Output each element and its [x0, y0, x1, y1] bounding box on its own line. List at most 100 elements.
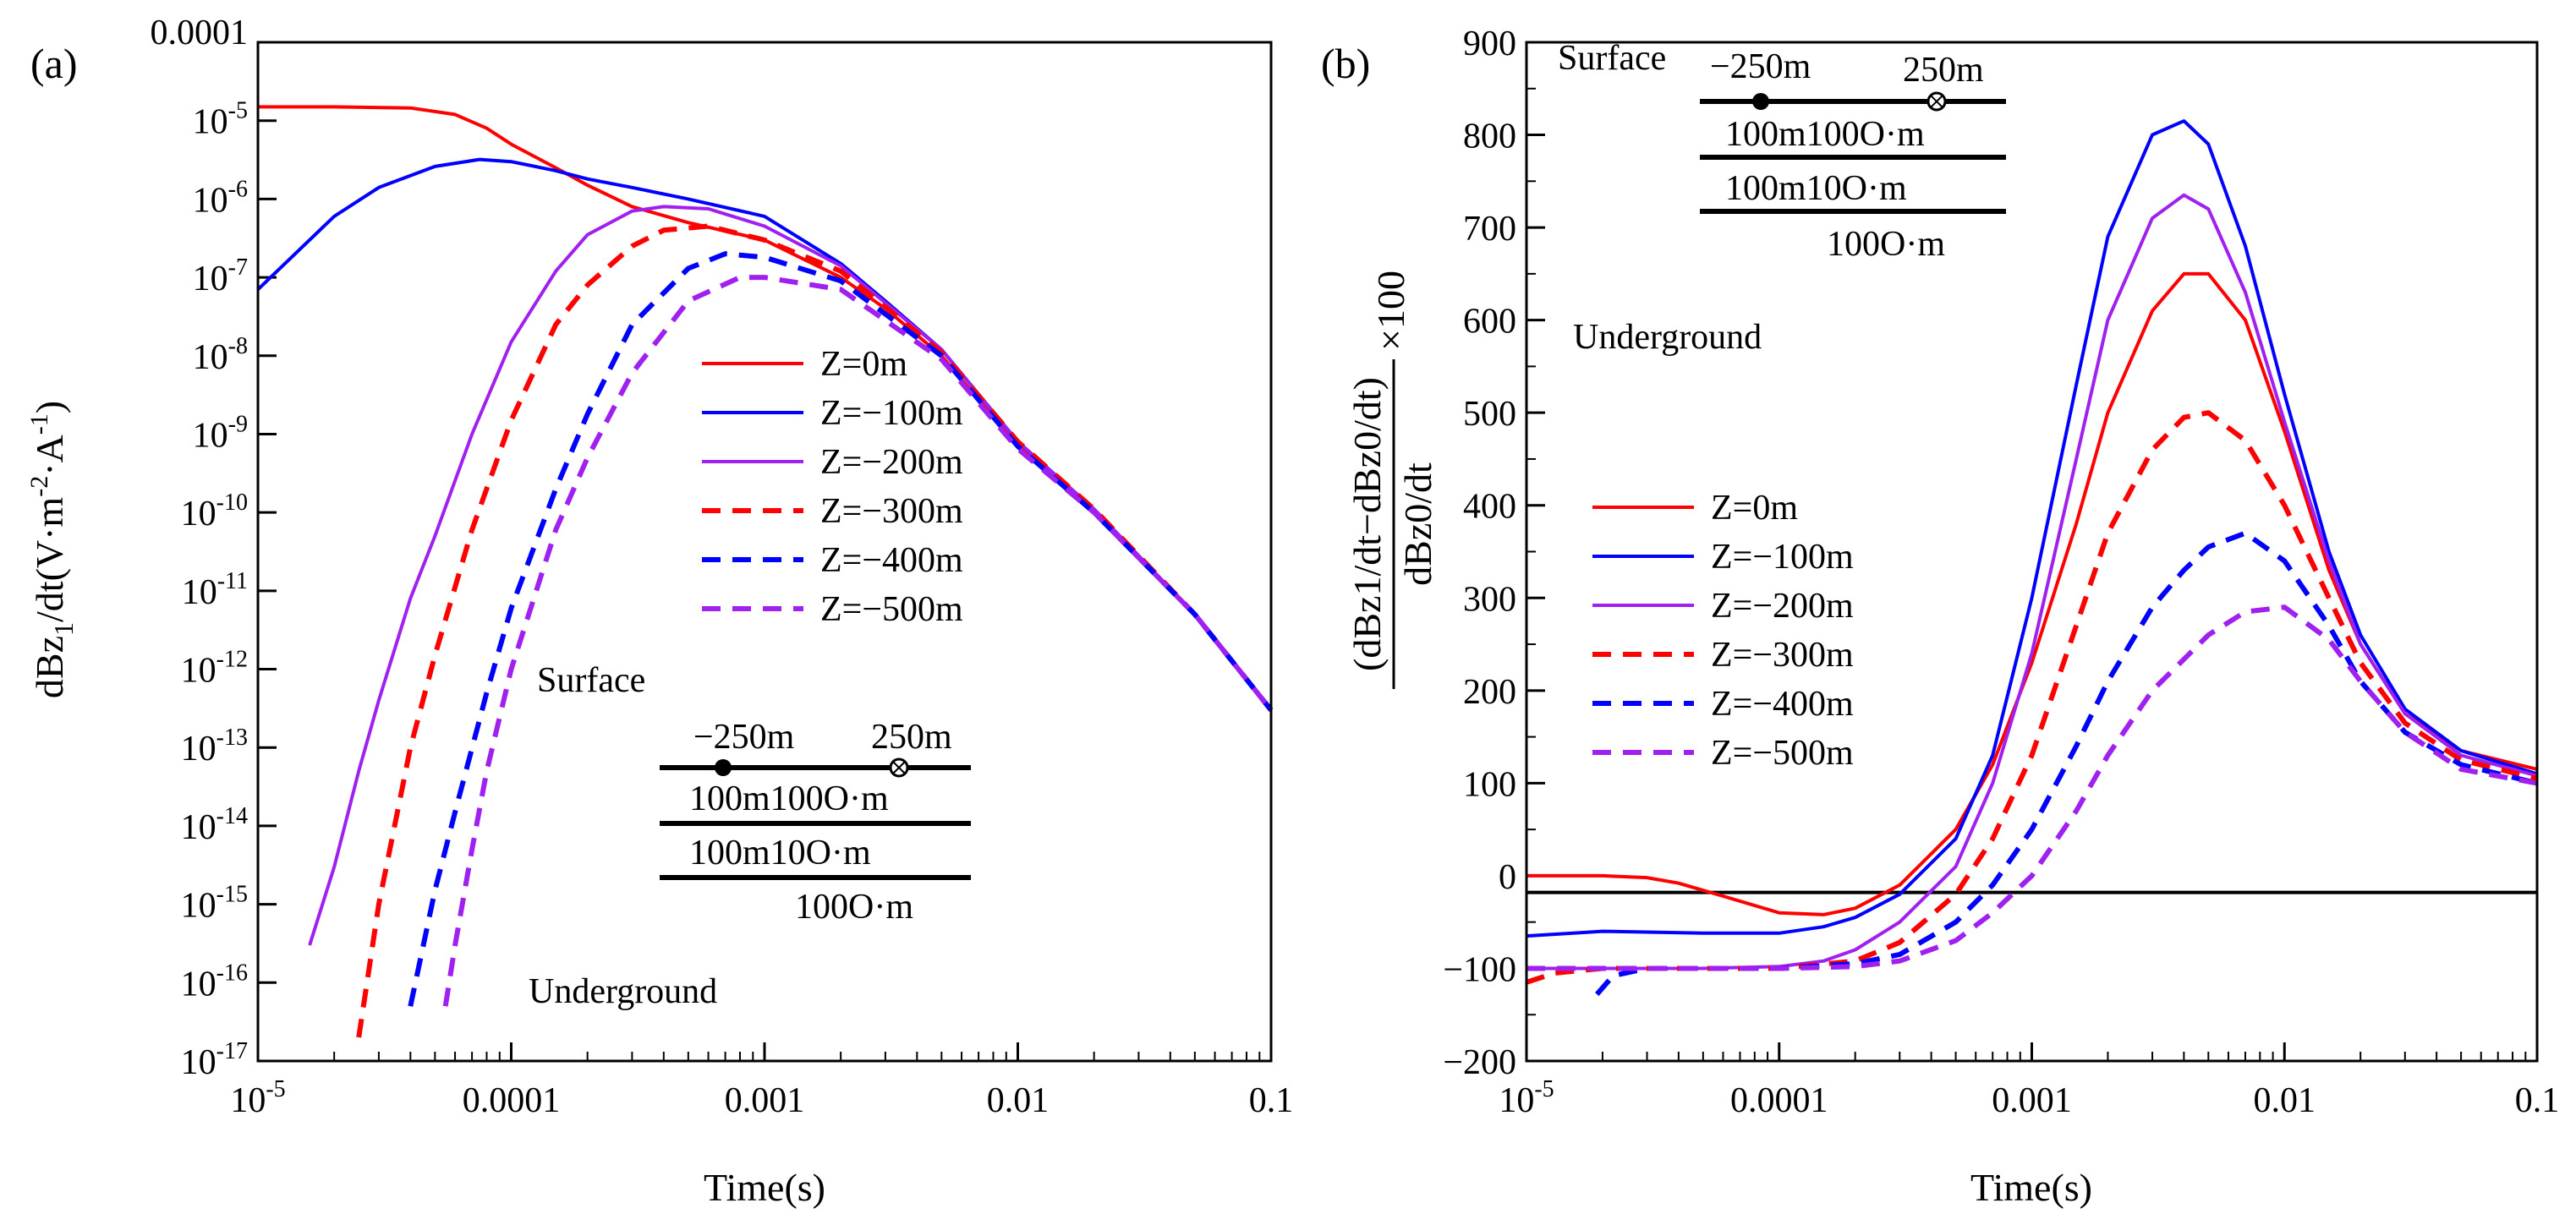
b-y-tick-label: 0 — [1499, 858, 1516, 897]
panel-a-x-axis-label: Time(s) — [704, 1166, 825, 1209]
panel-b-y-label-factor: ×100 — [1369, 271, 1412, 351]
b-x-tick-label: 0.01 — [2254, 1081, 2316, 1120]
a-series-line-4 — [408, 251, 1274, 1007]
a-y-tick-label: 10-11 — [182, 568, 248, 612]
panel-a-layer1-label: 100m100O·m — [689, 779, 889, 818]
b-y-tick-label: 900 — [1463, 25, 1516, 63]
a-y-tick-label: 10-12 — [181, 647, 248, 691]
b-series-line-5 — [1526, 604, 2538, 971]
panel-b-legend: Z=0m Z=−100m Z=−200m Z=−300m Z=−400m Z=−500m — [1592, 489, 1854, 773]
b-y-tick-label: 700 — [1463, 210, 1516, 249]
panel-b-layer2-label: 100m10O·m — [1725, 169, 1907, 208]
panel-a-frame — [256, 41, 1273, 1063]
a-x-tick-label: 0.01 — [987, 1081, 1050, 1120]
panel-b-ticks — [1525, 41, 2539, 1063]
a-y-tick-label: 10-17 — [181, 1038, 248, 1082]
a-legend-label-5: Z=−500m — [820, 590, 963, 629]
b-legend-label-4: Z=−400m — [1711, 685, 1854, 724]
panel-b-layer1-label: 100m100O·m — [1725, 115, 1925, 154]
b-legend-label-0: Z=0m — [1711, 489, 1798, 528]
a-y-tick-label: 10-7 — [193, 254, 248, 298]
a-legend-label-0: Z=0m — [820, 345, 907, 384]
panel-a: (a) 10-5 0.0001 0.001 0.01 0.1 0.000110-510-… — [25, 14, 1293, 1209]
a-y-tick-label: 10-9 — [193, 411, 248, 455]
panel-a-y-tick-labels: 0.0001 10-5 10-6 10-7 10-8 10-9 10-10 10-11 10-1… — [151, 14, 249, 1082]
b-legend-label-5: Z=−500m — [1711, 734, 1854, 773]
b-y-tick-label: 500 — [1463, 395, 1516, 434]
b-series-line-0 — [1526, 271, 2538, 916]
a-series-line-2 — [308, 205, 1273, 946]
panel-b-x-tick-labels: 10-5 0.0001 0.001 0.01 0.1 — [1499, 1076, 2559, 1120]
a-y-tick-label: 10-14 — [181, 803, 248, 847]
panel-a-layer2-label: 100m10O·m — [689, 834, 871, 872]
panel-b-tx-left-marker — [1752, 93, 1769, 110]
panel-a-model-schematic: Surface −250m 250m 100m100O·m 100m10O·m … — [529, 661, 971, 1011]
b-y-tick-label: 300 — [1463, 580, 1516, 619]
a-y-tick-label: 10-13 — [181, 725, 248, 768]
panel-a-underground-label: Underground — [529, 972, 717, 1011]
a-series-line-3 — [356, 223, 1274, 1038]
panel-b: (b) 10-5 0.0001 0.001 0.01 0.1 900 800 700 600 5… — [1321, 25, 2559, 1209]
a-y-tick-label: 10-6 — [193, 176, 248, 220]
b-legend-label-2: Z=−200m — [1711, 587, 1854, 626]
b-legend-label-3: Z=−300m — [1711, 636, 1854, 675]
panel-a-ticks — [256, 41, 1273, 1063]
a-y-tick-label: 10-10 — [181, 489, 248, 533]
b-series-line-2 — [1526, 193, 2538, 971]
panel-b-y-label-numerator: (dBz1/dt−dBz0/dt) — [1346, 377, 1389, 671]
b-y-tick-label: 100 — [1463, 765, 1516, 804]
panel-a-surface-label: Surface — [537, 661, 645, 700]
a-y-tick-label: 10-5 — [193, 98, 248, 142]
b-series-line-1 — [1526, 119, 2538, 938]
a-y-tick-label: 10-8 — [193, 333, 248, 377]
a-y-tick-label: 10-15 — [181, 882, 248, 926]
panel-b-frame — [1525, 41, 2539, 1063]
b-y-tick-label: −100 — [1443, 950, 1516, 989]
panel-a-x-tick-labels: 10-5 0.0001 0.001 0.01 0.1 — [230, 1076, 1293, 1120]
panel-b-y-label-denominator: dBz0/dt — [1396, 462, 1439, 586]
panel-b-series — [1526, 119, 2538, 997]
panel-b-x-axis-label: Time(s) — [1970, 1166, 2092, 1209]
a-legend-label-1: Z=−100m — [820, 394, 963, 433]
panel-b-surface-label: Surface — [1558, 39, 1666, 78]
panel-b-underground-label: Underground — [1573, 318, 1762, 357]
a-legend-label-2: Z=−200m — [820, 443, 963, 482]
b-y-tick-label: 200 — [1463, 673, 1516, 712]
panel-b-tx-left-label: −250m — [1710, 47, 1811, 86]
b-x-tick-label: 0.001 — [1992, 1081, 2072, 1120]
b-y-tick-label: 600 — [1463, 303, 1516, 342]
b-legend-label-1: Z=−100m — [1711, 538, 1854, 577]
b-series-line-3 — [1526, 410, 2538, 985]
panel-b-layer3-label: 100O·m — [1827, 225, 1945, 264]
a-y-tick-label: 0.0001 — [151, 14, 249, 52]
panel-b-label: (b) — [1321, 40, 1370, 87]
panel-b-y-axis-label: (dBz1/dt−dBz0/dt) dBz0/dt ×100 — [1346, 271, 1439, 689]
a-x-tick-label: 0.1 — [1249, 1081, 1294, 1120]
a-series-line-0 — [258, 105, 1273, 712]
panel-a-tx-right-label: 250m — [871, 718, 952, 757]
a-y-tick-label: 10-16 — [181, 960, 248, 1004]
panel-a-tx-left-label: −250m — [693, 718, 795, 757]
a-x-tick-label: 0.0001 — [463, 1081, 561, 1120]
panel-a-legend: Z=0m Z=−100m Z=−200m Z=−300m Z=−400m Z=−500m — [702, 345, 963, 629]
a-legend-label-4: Z=−400m — [820, 541, 963, 580]
a-legend-label-3: Z=−300m — [820, 492, 963, 531]
panel-a-y-axis-label: dBz1/dt(V·m-2·A-1) — [25, 401, 79, 698]
b-y-tick-label: 400 — [1463, 488, 1516, 527]
panel-a-tx-left-marker — [715, 759, 732, 776]
panel-b-y-tick-labels: 900 800 700 600 500 400 300 200 100 0 −100 −200 — [1443, 25, 1516, 1082]
a-series-line-5 — [442, 275, 1274, 1007]
b-x-tick-label: 10-5 — [1499, 1076, 1554, 1120]
panel-b-model-schematic: Surface −250m 250m 100m100O·m 100m10O·m … — [1558, 39, 2006, 357]
panel-a-layer3-label: 100O·m — [795, 888, 913, 927]
panel-a-series — [256, 105, 1274, 1038]
b-y-tick-label: 800 — [1463, 118, 1516, 156]
panel-a-label: (a) — [30, 40, 78, 87]
b-x-tick-label: 0.1 — [2515, 1081, 2560, 1120]
b-y-tick-label: −200 — [1443, 1043, 1516, 1082]
a-x-tick-label: 10-5 — [230, 1076, 285, 1120]
b-x-tick-label: 0.0001 — [1730, 1081, 1828, 1120]
panel-b-tx-right-label: 250m — [1903, 51, 1984, 90]
a-x-tick-label: 0.001 — [725, 1081, 805, 1120]
